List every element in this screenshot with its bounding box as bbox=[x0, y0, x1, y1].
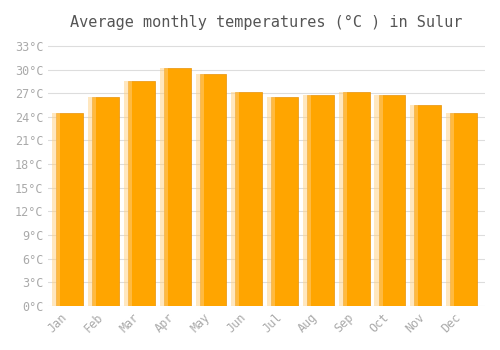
Bar bbox=[128, 82, 155, 306]
Bar bbox=[196, 74, 203, 306]
Bar bbox=[303, 95, 311, 306]
Bar bbox=[342, 92, 369, 306]
Bar bbox=[232, 92, 239, 306]
Bar bbox=[56, 113, 84, 306]
Bar bbox=[446, 113, 454, 306]
Bar bbox=[374, 95, 382, 306]
Bar bbox=[200, 74, 226, 306]
Bar bbox=[338, 92, 347, 306]
Bar bbox=[450, 113, 477, 306]
Bar bbox=[267, 97, 275, 306]
Bar bbox=[124, 82, 132, 306]
Bar bbox=[52, 113, 60, 306]
Title: Average monthly temperatures (°C ) in Sulur: Average monthly temperatures (°C ) in Su… bbox=[70, 15, 463, 30]
Bar bbox=[307, 95, 334, 306]
Bar bbox=[92, 97, 119, 306]
Bar bbox=[160, 68, 168, 306]
Bar bbox=[271, 97, 298, 306]
Bar bbox=[164, 68, 190, 306]
Bar bbox=[378, 95, 406, 306]
Bar bbox=[88, 97, 96, 306]
Bar bbox=[236, 92, 262, 306]
Bar bbox=[414, 105, 441, 306]
Bar bbox=[410, 105, 418, 306]
